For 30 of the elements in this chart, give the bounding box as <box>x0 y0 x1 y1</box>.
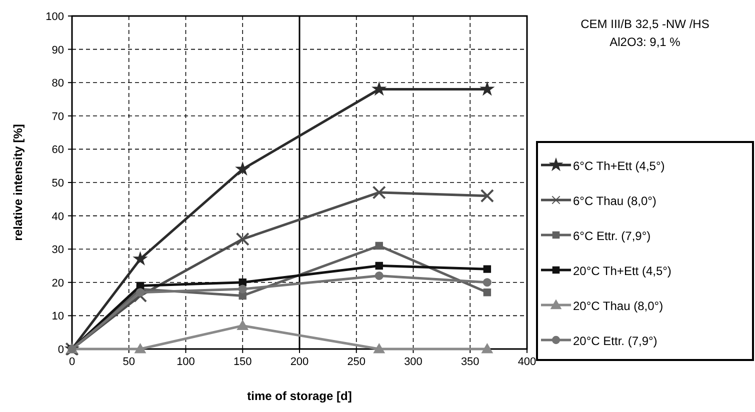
text: CEM III/B 32,5 -NW /HS <box>580 17 710 31</box>
y-tick-label: 100 <box>46 11 64 23</box>
y-tick-label: 0 <box>58 344 64 356</box>
y-axis-title: relative intensity [%] <box>11 124 25 241</box>
x-tick-label: 0 <box>68 356 76 368</box>
legend-label: 6°C Th+Ett (4,5°) <box>573 159 665 173</box>
x-axis-title: time of storage [d] <box>247 389 352 403</box>
legend-label: 20°C Ettr. (7,9°) <box>573 334 658 348</box>
y-tick-label: 20 <box>52 277 64 290</box>
y-tick-label: 80 <box>52 78 64 90</box>
legend-label: 6°C Thau (8,0°) <box>573 194 656 208</box>
x-tick-label: 100 <box>176 356 195 368</box>
x-tick-label: 200 <box>290 356 309 368</box>
y-tick-label: 90 <box>52 44 64 56</box>
y-tick-label: 40 <box>52 210 64 223</box>
y-tick-label: 10 <box>52 310 64 323</box>
x-tick-label: 400 <box>518 356 536 368</box>
y-tick-label: 60 <box>52 144 64 156</box>
x-tick-label: 250 <box>347 356 366 368</box>
legend-label: 20°C Thau (8,0°) <box>573 299 664 313</box>
x-tick-label: 150 <box>233 356 252 368</box>
x-tick-label: 300 <box>404 356 422 368</box>
y-tick-label: 30 <box>52 244 64 256</box>
y-tick-label: 70 <box>52 110 64 123</box>
text: Al2O3: 9,1 % <box>610 35 681 49</box>
legend-label: 20°C Th+Ett (4,5°) <box>573 264 672 278</box>
legend-label: 6°C Ettr. (7,9°) <box>573 229 651 243</box>
y-tick-label: 50 <box>52 178 64 190</box>
x-tick-label: 50 <box>122 356 135 368</box>
x-tick-label: 350 <box>460 356 480 368</box>
